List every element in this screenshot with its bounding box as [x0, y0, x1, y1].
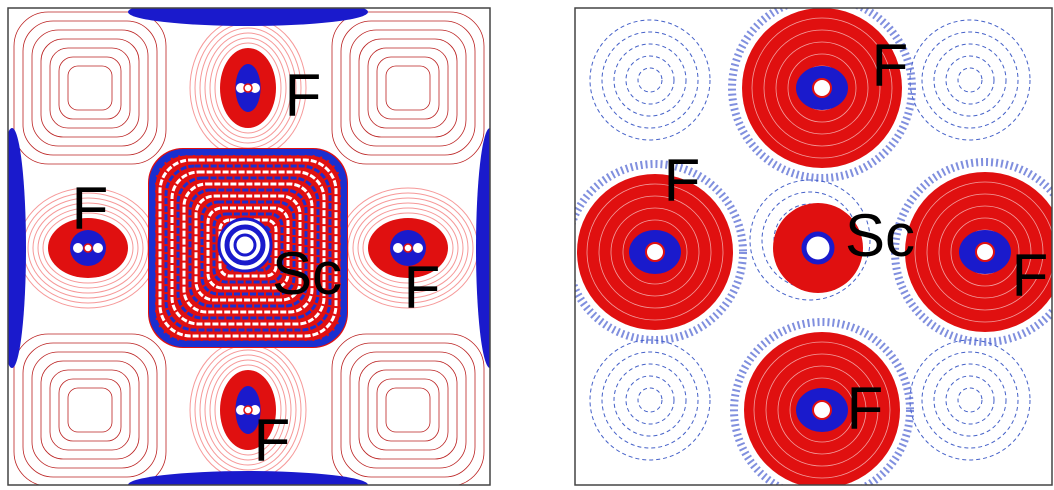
core [646, 243, 664, 261]
atom-label: F [285, 62, 322, 129]
figure: F F Sc F F F F Sc F F [0, 0, 1054, 490]
core [413, 243, 423, 253]
core [813, 79, 831, 97]
core [976, 243, 994, 261]
core [84, 244, 92, 252]
atom-label: Sc [272, 240, 342, 307]
core [813, 401, 831, 419]
core [393, 243, 403, 253]
density [804, 234, 832, 262]
core [93, 243, 103, 253]
left-panel [0, 0, 504, 490]
atom-label: Sc [845, 202, 915, 269]
atom-label: F [847, 375, 884, 442]
core [73, 243, 83, 253]
atom-label: F [254, 407, 291, 474]
core [404, 244, 412, 252]
core [244, 84, 252, 92]
atom-label: F [404, 254, 441, 321]
right-panel [567, 0, 1054, 490]
atom-label: F [664, 147, 701, 214]
atom-label: F [1012, 242, 1049, 309]
atom-label: F [72, 175, 109, 242]
core [244, 406, 252, 414]
atom-label: F [872, 32, 909, 99]
